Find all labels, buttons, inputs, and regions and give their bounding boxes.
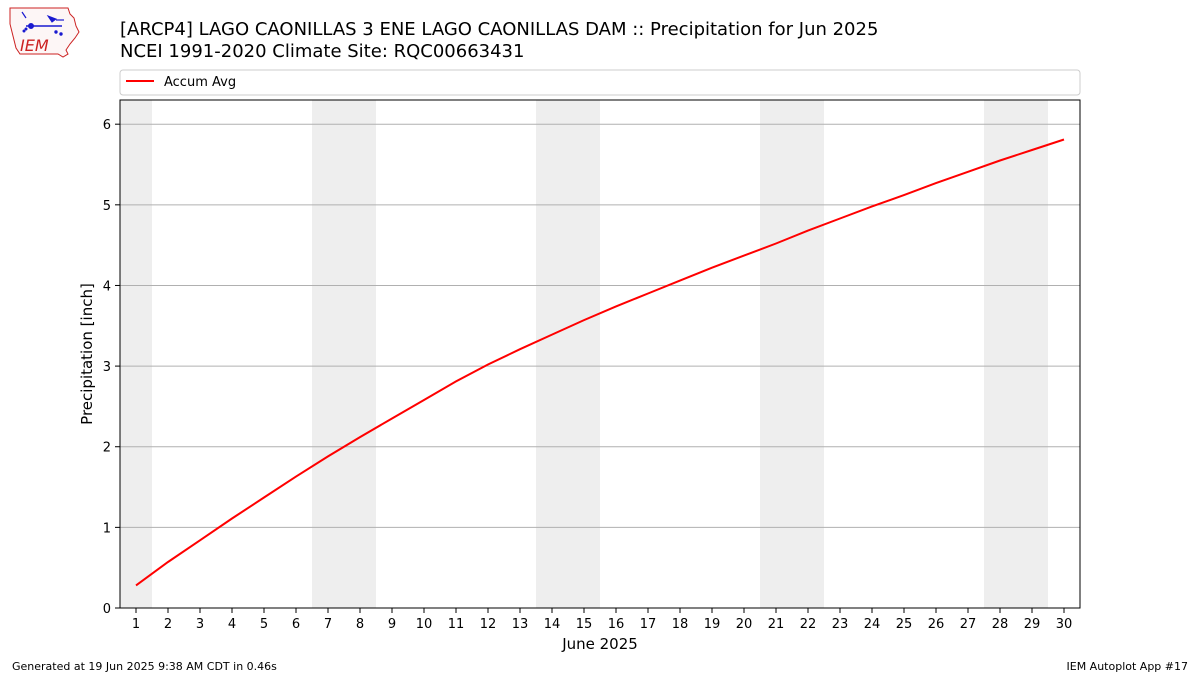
data-point xyxy=(231,517,233,519)
chart-subtitle: NCEI 1991-2020 Climate Site: RQC00663431 xyxy=(120,41,524,62)
y-tick-label: 6 xyxy=(103,118,111,133)
data-point xyxy=(551,334,553,336)
x-tick-label: 18 xyxy=(672,617,689,632)
x-tick-label: 1 xyxy=(132,617,140,632)
x-tick-label: 29 xyxy=(1024,617,1041,632)
x-tick-label: 14 xyxy=(544,617,561,632)
x-tick-label: 20 xyxy=(736,617,753,632)
data-point xyxy=(999,159,1001,161)
weekend-band xyxy=(568,100,600,608)
legend-box xyxy=(119,69,1081,96)
data-point xyxy=(775,243,777,245)
data-point xyxy=(583,319,585,321)
x-tick-label: 4 xyxy=(228,617,236,632)
data-point xyxy=(263,497,265,499)
data-point xyxy=(359,436,361,438)
y-tick-label: 1 xyxy=(103,521,111,536)
weekend-band xyxy=(536,100,568,608)
data-point xyxy=(1031,149,1033,151)
x-tick-label: 5 xyxy=(260,617,268,632)
y-axis-ticks: 0 1 2 3 4 5 6 xyxy=(103,118,120,617)
data-point xyxy=(1063,139,1065,141)
x-tick-label: 16 xyxy=(608,617,625,632)
data-point xyxy=(615,305,617,307)
weekend-band xyxy=(344,100,376,608)
data-point xyxy=(871,205,873,207)
weekend-band xyxy=(120,100,152,608)
data-point xyxy=(839,218,841,220)
x-axis-label: June 2025 xyxy=(561,635,638,653)
weekend-band xyxy=(1016,100,1048,608)
iem-logo-text: IEM xyxy=(20,36,49,55)
data-point xyxy=(423,399,425,401)
x-tick-label: 22 xyxy=(800,617,817,632)
x-tick-label: 27 xyxy=(960,617,977,632)
x-tick-label: 2 xyxy=(164,617,172,632)
iem-logo: IEM xyxy=(9,7,80,58)
data-point xyxy=(295,476,297,478)
y-axis-label: Precipitation [inch] xyxy=(78,283,96,425)
x-tick-label: 21 xyxy=(768,617,785,632)
x-tick-label: 7 xyxy=(324,617,332,632)
data-point xyxy=(391,418,393,420)
x-axis-ticks: 1 2 3 4 5 6 7 8 9 10 11 12 13 14 15 16 17 18 19 20 21 22 23 24 2… xyxy=(132,608,1072,632)
x-tick-label: 13 xyxy=(512,617,529,632)
data-point xyxy=(903,194,905,196)
x-tick-label: 9 xyxy=(388,617,396,632)
x-tick-label: 24 xyxy=(864,617,881,632)
data-point xyxy=(135,584,137,586)
series-line-accum-avg xyxy=(135,138,1065,587)
x-tick-label: 17 xyxy=(640,617,657,632)
data-point xyxy=(455,380,457,382)
legend-label: Accum Avg xyxy=(164,75,236,90)
data-point xyxy=(647,293,649,295)
y-tick-label: 0 xyxy=(103,602,111,617)
generated-timestamp: Generated at 19 Jun 2025 9:38 AM CDT in … xyxy=(12,660,277,673)
x-tick-label: 6 xyxy=(292,617,300,632)
y-tick-label: 5 xyxy=(103,199,111,214)
x-tick-label: 19 xyxy=(704,617,721,632)
legend: Accum Avg xyxy=(119,69,1081,96)
x-tick-label: 28 xyxy=(992,617,1009,632)
data-point xyxy=(711,267,713,269)
plot-frame xyxy=(119,99,1081,609)
data-point xyxy=(743,255,745,257)
chart-title: [ARCP4] LAGO CAONILLAS 3 ENE LAGO CAONIL… xyxy=(120,19,878,40)
gridlines xyxy=(120,123,1080,528)
data-point xyxy=(487,363,489,365)
y-tick-label: 3 xyxy=(103,360,111,375)
weekend-band xyxy=(792,100,824,608)
weather-symbols-icon xyxy=(21,11,64,36)
data-point xyxy=(199,539,201,541)
y-tick-label: 2 xyxy=(103,441,111,456)
weekend-band xyxy=(760,100,792,608)
x-tick-label: 12 xyxy=(480,617,497,632)
x-tick-label: 8 xyxy=(356,617,364,632)
data-point xyxy=(935,182,937,184)
data-point xyxy=(519,348,521,350)
app-label: IEM Autoplot App #17 xyxy=(1067,660,1189,673)
x-tick-label: 11 xyxy=(448,617,465,632)
weekend-band xyxy=(312,100,344,608)
x-tick-label: 30 xyxy=(1056,617,1073,632)
data-point xyxy=(967,171,969,173)
data-point xyxy=(807,230,809,232)
y-tick-label: 4 xyxy=(103,279,111,294)
x-tick-label: 23 xyxy=(832,617,849,632)
x-tick-label: 15 xyxy=(576,617,593,632)
weekend-bands xyxy=(120,100,1048,608)
weekend-band xyxy=(984,100,1016,608)
data-point xyxy=(167,561,169,563)
x-tick-label: 10 xyxy=(416,617,433,632)
x-tick-label: 25 xyxy=(896,617,913,632)
data-point xyxy=(679,280,681,282)
x-tick-label: 26 xyxy=(928,617,945,632)
x-tick-label: 3 xyxy=(196,617,204,632)
data-point xyxy=(327,455,329,457)
